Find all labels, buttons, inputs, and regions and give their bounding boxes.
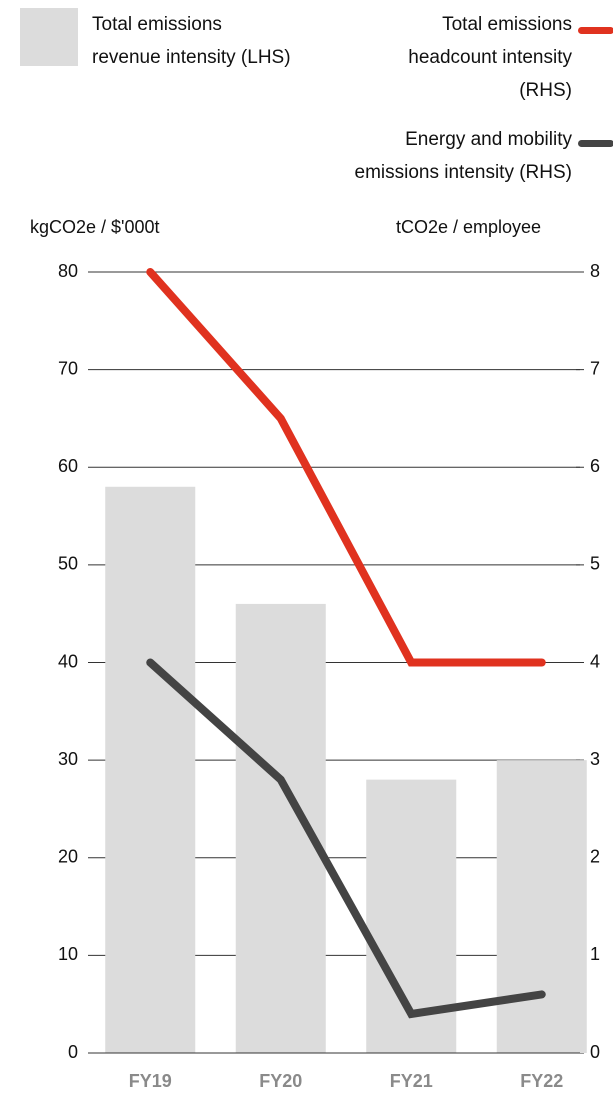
y-tick-label: 10: [58, 944, 78, 964]
y2-tick-label: 0: [590, 1042, 600, 1062]
y2-tick-label: 5: [590, 554, 600, 574]
legend-label: Total emissions revenue intensity (LHS): [92, 14, 291, 68]
x-tick-label: FY21: [390, 1071, 433, 1091]
y-tick-label: 30: [58, 749, 78, 769]
legend-label: Energy and mobility emissions intensity …: [354, 129, 573, 183]
line: [146, 658, 546, 1019]
legend-swatch: [578, 140, 613, 147]
y-tick-label: 80: [58, 261, 78, 281]
y-tick-label: 50: [58, 554, 78, 574]
y2-tick-label: 3: [590, 749, 600, 769]
y2-tick-label: 2: [590, 847, 600, 867]
legend-label: Total emissions headcount intensity (RHS…: [408, 14, 572, 101]
y-tick-label: 0: [68, 1042, 78, 1062]
y-tick-label: 60: [58, 456, 78, 476]
y2-tick-label: 6: [590, 456, 600, 476]
y2-tick-label: 8: [590, 261, 600, 281]
y-tick-label: 70: [58, 358, 78, 378]
bar: [496, 760, 587, 1053]
y2-tick-label: 1: [590, 944, 600, 964]
y2-axis-label: tCO2e / employee: [396, 217, 541, 237]
y-axis-label: kgCO2e / $'000t: [30, 217, 160, 237]
y2-tick-label: 4: [590, 651, 600, 671]
y2-tick-label: 7: [590, 358, 600, 378]
x-tick-label: FY20: [259, 1071, 302, 1091]
y-tick-label: 20: [58, 847, 78, 867]
y-tick-label: 40: [58, 651, 78, 671]
x-tick-label: FY19: [129, 1071, 172, 1091]
legend-swatch: [578, 27, 613, 34]
line: [146, 268, 546, 667]
legend-swatch: [20, 8, 78, 66]
bar: [105, 486, 196, 1053]
x-tick-label: FY22: [520, 1071, 563, 1091]
